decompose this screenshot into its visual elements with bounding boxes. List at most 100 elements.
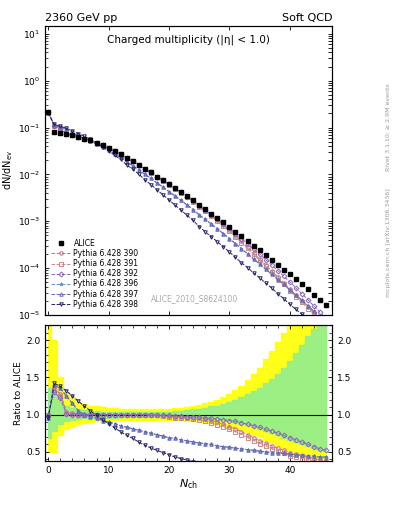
Pythia 6.428 398 [294, 306, 298, 312]
Pythia 6.428 391 [233, 234, 238, 240]
Pythia 6.428 391 [106, 145, 111, 152]
Pythia 6.428 398 [149, 182, 153, 188]
Pythia 6.428 392 [58, 126, 62, 132]
Pythia 6.428 397 [76, 133, 81, 139]
ALICE [191, 197, 196, 203]
Pythia 6.428 397 [179, 198, 184, 204]
Pythia 6.428 396 [88, 138, 93, 144]
Line: Pythia 6.428 397: Pythia 6.428 397 [46, 111, 328, 324]
Pythia 6.428 391 [118, 151, 123, 157]
Pythia 6.428 396 [46, 110, 51, 116]
Line: Pythia 6.428 390: Pythia 6.428 390 [46, 110, 328, 327]
Pythia 6.428 398 [58, 123, 62, 130]
Pythia 6.428 390 [46, 109, 51, 115]
ALICE [100, 142, 105, 148]
Pythia 6.428 396 [106, 147, 111, 154]
Pythia 6.428 397 [154, 180, 159, 186]
Pythia 6.428 392 [324, 315, 329, 322]
Pythia 6.428 392 [154, 174, 159, 180]
ALICE [106, 145, 111, 152]
Pythia 6.428 398 [287, 301, 292, 307]
Pythia 6.428 398 [245, 264, 250, 270]
Pythia 6.428 392 [136, 162, 141, 168]
ALICE [294, 276, 298, 283]
Pythia 6.428 390 [197, 203, 202, 209]
Pythia 6.428 397 [100, 144, 105, 150]
Text: ALICE_2010_S8624100: ALICE_2010_S8624100 [151, 294, 238, 303]
Pythia 6.428 397 [269, 271, 274, 278]
Pythia 6.428 397 [324, 319, 329, 326]
Pythia 6.428 391 [227, 228, 232, 234]
Pythia 6.428 391 [263, 263, 268, 269]
Pythia 6.428 391 [185, 194, 189, 200]
Pythia 6.428 396 [70, 130, 75, 136]
Pythia 6.428 396 [64, 126, 69, 133]
Pythia 6.428 396 [191, 206, 196, 212]
Pythia 6.428 397 [287, 287, 292, 293]
Pythia 6.428 391 [149, 169, 153, 176]
ALICE [179, 189, 184, 195]
Pythia 6.428 397 [149, 175, 153, 181]
Pythia 6.428 398 [227, 249, 232, 255]
Pythia 6.428 392 [215, 216, 220, 222]
Pythia 6.428 391 [64, 131, 69, 137]
Pythia 6.428 392 [251, 246, 256, 252]
Pythia 6.428 390 [191, 198, 196, 204]
Pythia 6.428 391 [257, 257, 262, 263]
Pythia 6.428 398 [154, 187, 159, 193]
Pythia 6.428 391 [191, 199, 196, 205]
Pythia 6.428 390 [281, 280, 286, 286]
Pythia 6.428 392 [185, 194, 189, 200]
Pythia 6.428 397 [161, 184, 165, 190]
Pythia 6.428 396 [112, 151, 117, 157]
Pythia 6.428 392 [76, 134, 81, 140]
ALICE [257, 247, 262, 253]
Pythia 6.428 391 [239, 240, 244, 246]
Pythia 6.428 397 [112, 151, 117, 157]
Pythia 6.428 398 [185, 212, 189, 219]
Pythia 6.428 397 [106, 147, 111, 154]
Pythia 6.428 396 [318, 314, 322, 320]
Pythia 6.428 390 [318, 316, 322, 322]
ALICE [130, 158, 135, 164]
Pythia 6.428 397 [209, 221, 214, 227]
Pythia 6.428 398 [173, 202, 177, 208]
Pythia 6.428 396 [167, 188, 171, 195]
Pythia 6.428 391 [287, 288, 292, 294]
Pythia 6.428 397 [185, 202, 189, 208]
Pythia 6.428 397 [64, 126, 69, 133]
Pythia 6.428 391 [312, 311, 316, 317]
Pythia 6.428 390 [312, 310, 316, 316]
Line: Pythia 6.428 398: Pythia 6.428 398 [46, 111, 328, 339]
Pythia 6.428 396 [130, 162, 135, 168]
Text: Soft QCD: Soft QCD [282, 13, 332, 23]
Pythia 6.428 397 [52, 122, 57, 128]
Pythia 6.428 390 [209, 212, 214, 219]
Pythia 6.428 391 [215, 218, 220, 224]
Pythia 6.428 390 [299, 297, 304, 304]
Pythia 6.428 396 [209, 221, 214, 227]
Pythia 6.428 390 [185, 194, 189, 200]
Pythia 6.428 396 [233, 241, 238, 247]
Pythia 6.428 392 [124, 155, 129, 161]
Pythia 6.428 390 [287, 286, 292, 292]
ALICE [76, 134, 81, 140]
Pythia 6.428 397 [46, 110, 51, 116]
Pythia 6.428 392 [318, 309, 322, 315]
Pythia 6.428 390 [124, 155, 129, 161]
Pythia 6.428 391 [76, 134, 81, 140]
Pythia 6.428 391 [167, 182, 171, 188]
Pythia 6.428 398 [64, 125, 69, 132]
Pythia 6.428 398 [221, 244, 226, 250]
Pythia 6.428 391 [124, 155, 129, 161]
Pythia 6.428 397 [136, 166, 141, 173]
Pythia 6.428 390 [118, 151, 123, 157]
Pythia 6.428 398 [76, 131, 81, 137]
Pythia 6.428 398 [143, 177, 147, 183]
Pythia 6.428 392 [191, 198, 196, 204]
Pythia 6.428 391 [197, 204, 202, 210]
Pythia 6.428 396 [94, 141, 99, 147]
Pythia 6.428 390 [112, 148, 117, 155]
ALICE [269, 257, 274, 263]
Pythia 6.428 398 [112, 152, 117, 158]
